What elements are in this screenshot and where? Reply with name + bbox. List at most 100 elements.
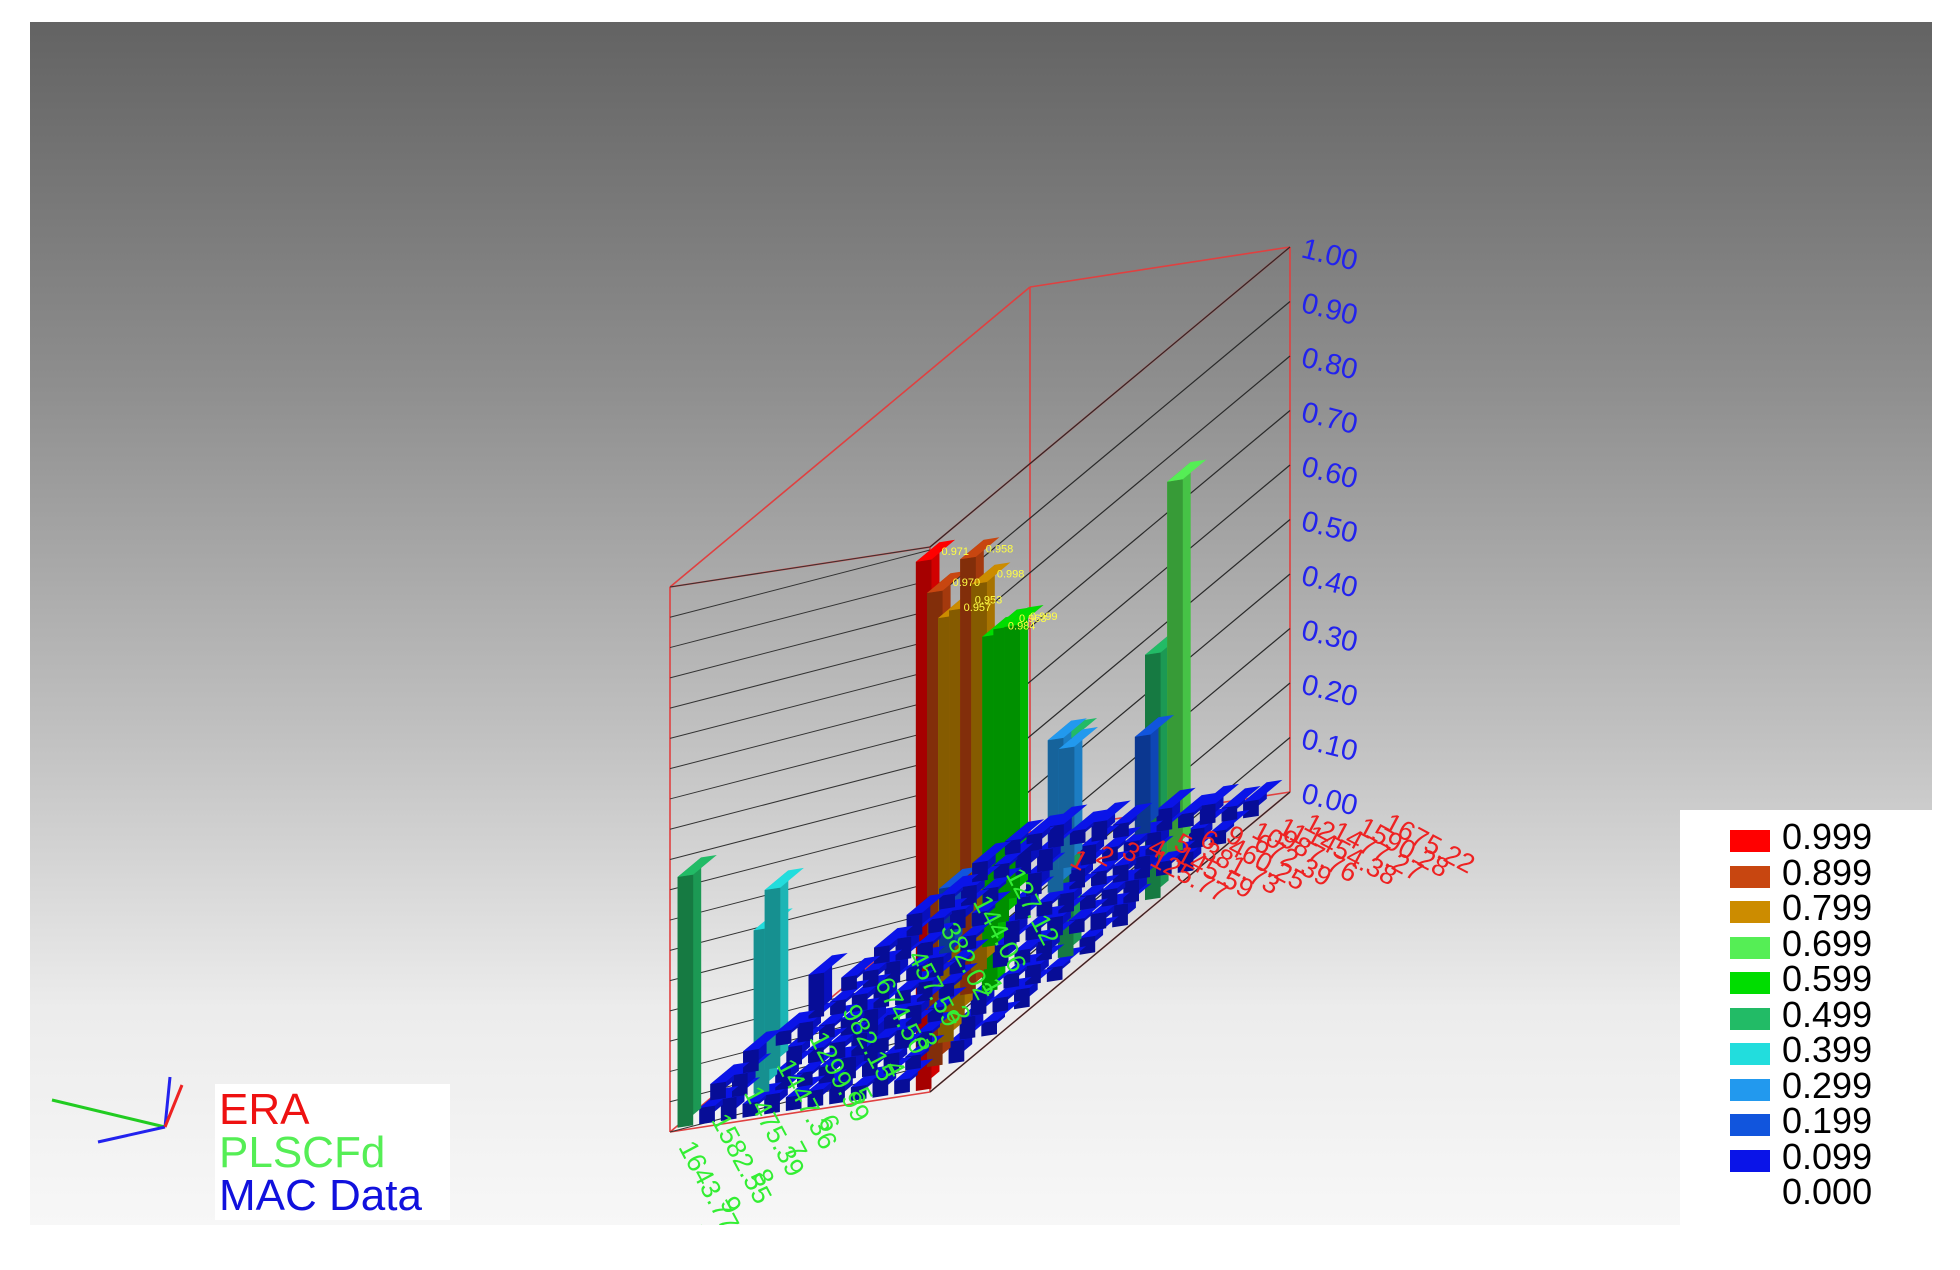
floor-tile: [894, 1058, 934, 1081]
bar: [1167, 479, 1183, 853]
legend-swatch: [1730, 1078, 1770, 1101]
z-tick-label: 0.50: [1298, 505, 1361, 550]
floor-tile: [1102, 826, 1142, 849]
legend-value-label: 0.899: [1782, 851, 1873, 893]
floor-tile: [961, 884, 977, 907]
floor-tile: [743, 1029, 783, 1052]
floor-tile: [764, 1092, 780, 1115]
floor-tile: [1123, 840, 1140, 859]
legend-row: 0.099: [1730, 1138, 1872, 1174]
floor-tile: [948, 1039, 965, 1064]
floor-tile: [1134, 855, 1150, 880]
legend-value-label: 0.199: [1782, 1100, 1873, 1141]
floor-tile: [1091, 870, 1107, 887]
triad-x-axis: [51, 1098, 166, 1129]
floor-tile: [1015, 895, 1031, 921]
floor-tile: [1156, 787, 1196, 810]
wall-hatch: [669, 579, 931, 649]
floor-tile: [993, 843, 1033, 866]
floor-tile: [1080, 844, 1097, 866]
wall-hatch: [669, 546, 931, 588]
floor-tile: [895, 936, 912, 961]
legend-row: 0.299: [1730, 1064, 1873, 1106]
z-tick-label: 0.80: [1298, 342, 1361, 387]
z-tick-label: 0.70: [1298, 396, 1361, 441]
floor-tile: [1221, 786, 1261, 808]
floor-tile: [829, 1080, 845, 1105]
legend-value-label: 0.799: [1782, 887, 1873, 928]
floor-tile: [905, 1034, 945, 1057]
floor-tile: [939, 893, 955, 910]
floor-tile: [840, 1056, 856, 1081]
floor-tile: [1036, 900, 1053, 917]
wall-hatch: [669, 852, 931, 921]
floor-tile: [928, 897, 968, 920]
floor-tile: [797, 1021, 814, 1043]
triad-y-axis: [97, 1125, 166, 1144]
bar-value-label: 0.970: [953, 577, 981, 589]
floor-tile: [850, 1085, 867, 1101]
floor-tile: [785, 1075, 826, 1098]
plot-viewport: 0.971 0.970 0.957 0.953 0.958 0.998 0.984 0.963…: [30, 22, 1932, 1225]
floor-tile: [1025, 905, 1065, 928]
column-index-label: 10: [681, 1218, 722, 1225]
floor-tile: [1014, 987, 1030, 1010]
bar: [1134, 714, 1175, 737]
floor-tile: [971, 910, 988, 927]
floor-tile: [850, 1065, 891, 1088]
floor-tile: [874, 925, 914, 948]
floor-tile: [797, 1051, 837, 1074]
wall-hatch: [669, 791, 931, 860]
bar: [939, 866, 979, 889]
floor-tile: [906, 965, 922, 982]
legend-value-label: 0.000: [1782, 1171, 1873, 1212]
z-tick-label: 0.90: [1298, 287, 1361, 332]
floor-tile: [720, 1096, 737, 1121]
floor-tile: [1048, 804, 1088, 827]
legend-row: 0.899: [1730, 851, 1873, 893]
floor-tile: [1156, 860, 1172, 877]
bar: [915, 539, 956, 562]
floor-tile: [895, 969, 935, 992]
floor-tile: [972, 841, 1012, 864]
floor-tile: [873, 1017, 913, 1040]
floor-tile: [1101, 888, 1118, 907]
legend-row: 0.699: [1730, 922, 1873, 964]
legend-value-label: 0.299: [1782, 1064, 1873, 1106]
floor-tile: [872, 1076, 889, 1098]
floor-tile: [992, 976, 1032, 999]
bar: [971, 562, 1011, 585]
floor-tile: [939, 873, 979, 896]
floor-tile: [1199, 803, 1216, 825]
bar-value-label: 0.984: [1008, 621, 1036, 633]
floor-tile: [1004, 839, 1021, 855]
floor-tile: [743, 1049, 759, 1074]
z-gridline: [929, 246, 1291, 548]
legend-value-label: 0.699: [1782, 922, 1873, 964]
wall-hatch: [669, 761, 931, 830]
legend-swatch: [1730, 901, 1770, 923]
floor-tile: [1112, 903, 1128, 928]
floor-tile: [949, 939, 989, 962]
floor-tile: [1004, 819, 1045, 842]
floor-tile: [1199, 783, 1240, 806]
bar: [927, 570, 967, 593]
floor-tile: [742, 1101, 759, 1118]
legend-row: 0.599: [1730, 961, 1872, 997]
legend-value-label: 0.399: [1782, 1029, 1873, 1070]
floor-tile: [992, 943, 1009, 968]
color-legend: 0.999 0.899 0.799 0.699 0.599 0.499 0.399 0.299…: [1680, 810, 1960, 1230]
floor-tile: [710, 1081, 726, 1101]
floor-tile: [884, 993, 924, 1016]
floor-tile: [959, 1015, 976, 1040]
floor-tile: [1080, 894, 1096, 911]
wall-hatch: [669, 700, 931, 770]
floor-tile: [873, 1037, 889, 1054]
legend-swatch: [1730, 1043, 1770, 1065]
floor-tile: [1069, 918, 1085, 935]
wall-hatch: [669, 822, 931, 891]
bar-value-label: 0.958: [986, 543, 1014, 555]
floor-tile: [874, 945, 890, 965]
box-edge: [1029, 246, 1291, 288]
